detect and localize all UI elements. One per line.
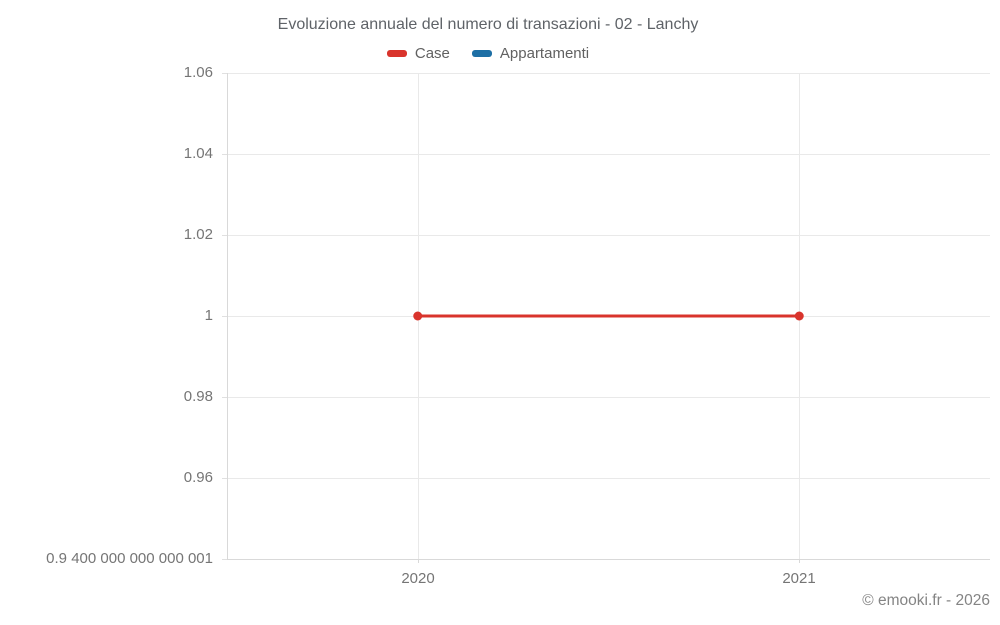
legend: Case Appartamenti: [0, 45, 976, 62]
plot-area: [227, 73, 990, 559]
legend-swatch-appartamenti-icon: [471, 50, 492, 57]
x-axis-label-2021: 2021: [782, 570, 816, 587]
y-tick-mark: [222, 154, 227, 155]
data-point-case-2021[interactable]: [794, 311, 804, 321]
y-axis-tick-label: 0.96: [183, 469, 213, 486]
y-tick-mark: [222, 73, 227, 74]
legend-item-case[interactable]: Case: [386, 45, 450, 62]
y-axis-tick-label: 1.02: [183, 226, 213, 243]
x-tick-mark: [418, 559, 419, 563]
h-gridline: [227, 73, 990, 74]
chart-title: Evoluzione annuale del numero di transaz…: [277, 16, 699, 33]
y-axis-tick-label: 1.06: [183, 64, 213, 81]
legend-label-case: Case: [414, 45, 450, 62]
y-tick-mark: [222, 397, 227, 398]
h-gridline: [227, 154, 990, 155]
y-axis-tick-label: 0.98: [183, 388, 213, 405]
y-tick-mark: [222, 559, 227, 560]
x-axis-label-2020: 2020: [401, 570, 435, 587]
legend-item-appartamenti[interactable]: Appartamenti: [471, 45, 590, 62]
y-axis-tick-label: 1: [204, 307, 213, 324]
h-gridline: [227, 478, 990, 479]
x-tick-mark: [799, 559, 800, 563]
y-tick-mark: [222, 235, 227, 236]
h-gridline: [227, 397, 990, 398]
y-axis-tick-label: 0.9 400 000 000 000 001: [46, 550, 213, 567]
y-axis-tick-label: 1.04: [183, 145, 213, 162]
y-axis-line: [227, 73, 228, 559]
legend-swatch-case-icon: [386, 50, 407, 57]
legend-label-appartamenti: Appartamenti: [499, 45, 590, 62]
data-point-case-2020[interactable]: [413, 311, 423, 321]
copyright: © emooki.fr - 2026: [862, 592, 990, 609]
series-layer: [413, 311, 804, 321]
h-gridline: [227, 235, 990, 236]
x-axis-line: [227, 559, 990, 560]
y-tick-mark: [222, 316, 227, 317]
y-tick-mark: [222, 478, 227, 479]
